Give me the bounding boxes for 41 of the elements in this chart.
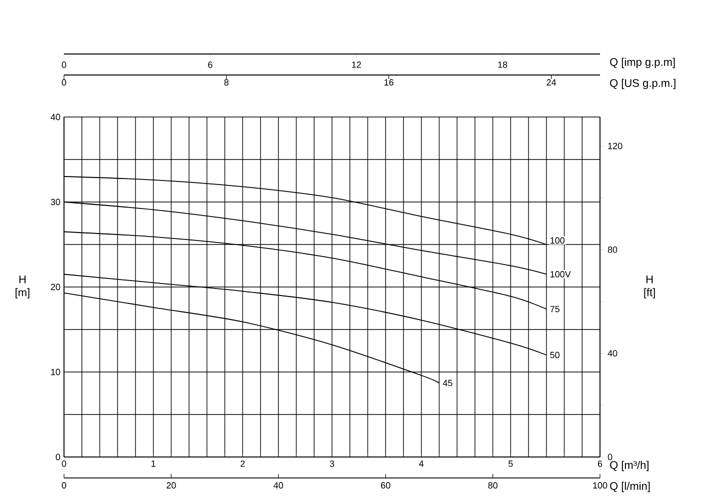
y-tick-label: 0: [56, 454, 60, 460]
series-label: 50: [550, 352, 560, 358]
y-tick-label: 20: [50, 284, 60, 290]
text: 24: [546, 79, 556, 86]
x2-tick-label: 18: [498, 62, 508, 68]
y-tick-label: 30: [50, 198, 60, 206]
y2-tick-label: 120: [608, 142, 622, 150]
x2-tick-label: 12: [352, 62, 361, 68]
text: 0: [62, 482, 66, 489]
text: 40: [274, 482, 284, 489]
text: Q [l/min]: [610, 482, 650, 492]
text: 8: [224, 79, 229, 86]
text: 60: [381, 482, 390, 489]
x-tick-label: 2: [240, 460, 245, 467]
text: Q [US g.p.m.]: [610, 78, 676, 90]
text: 20: [166, 482, 176, 489]
y2-tick-label: 80: [608, 246, 618, 253]
y2-axis-title: H [ft]: [644, 276, 655, 298]
x2-tick-label: 0: [62, 62, 66, 68]
text: 80: [488, 482, 498, 489]
series-label: 100V: [550, 271, 571, 278]
series-label: 75: [550, 306, 560, 312]
x-tick-label: 6: [598, 460, 602, 467]
text: 16: [384, 79, 394, 86]
x-tick-label: 1: [152, 460, 156, 467]
series-label: 45: [442, 380, 452, 386]
y2-tick-label: 0: [608, 454, 612, 460]
series-label: 100: [550, 237, 565, 244]
y2-tick-label: 40: [608, 350, 618, 357]
x-axis-title: Q [m³/h]: [610, 460, 648, 472]
x-tick-label: 0: [62, 460, 66, 467]
x-tick-label: 5: [508, 460, 513, 467]
y-tick-label: 40: [50, 114, 60, 120]
y-tick-label: 10: [51, 368, 60, 376]
text: 100: [593, 482, 608, 489]
x2-axis-title: Q [imp g.p.m]: [610, 58, 675, 68]
x-tick-label: 4: [419, 460, 424, 467]
text: 0: [62, 79, 66, 86]
x2-tick-label: 6: [208, 62, 212, 68]
x-tick-label: 3: [330, 460, 334, 467]
y-axis-title: H [m]: [16, 276, 30, 298]
